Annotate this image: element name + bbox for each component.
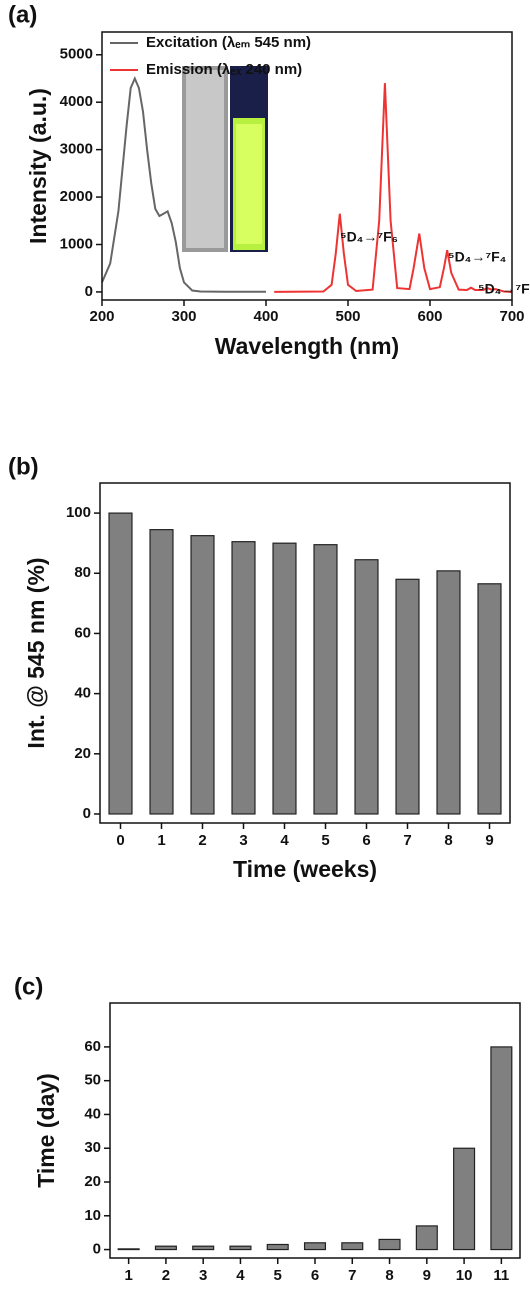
y-tick-label: 5000 xyxy=(60,46,93,63)
x-tick-label: 4 xyxy=(280,832,289,849)
bar xyxy=(436,570,461,815)
y-tick-label: 40 xyxy=(74,685,91,702)
x-tick-label: 8 xyxy=(444,832,452,849)
x-tick-label: 3 xyxy=(199,1267,207,1284)
x-tick-label: 6 xyxy=(362,832,370,849)
bar xyxy=(117,1248,140,1251)
bar xyxy=(313,544,338,815)
y-axis-title: Int. @ 545 nm (%) xyxy=(23,557,49,748)
y-axis-title: Time (day) xyxy=(33,1073,59,1188)
plot-frame xyxy=(109,1002,521,1259)
bar xyxy=(154,1245,177,1251)
bar xyxy=(192,1245,215,1251)
inset-photo xyxy=(182,66,268,252)
line-series xyxy=(101,75,266,293)
bar xyxy=(415,1225,438,1251)
y-tick-label: 40 xyxy=(84,1105,101,1122)
x-tick-label: 9 xyxy=(485,832,493,849)
bar xyxy=(266,1243,289,1251)
x-axis-title: Time (weeks) xyxy=(233,856,377,882)
bar xyxy=(272,542,297,815)
y-tick-label: 3000 xyxy=(60,141,93,158)
plot-frame xyxy=(99,482,511,824)
legend-label: Excitation (λₑₘ 545 nm) xyxy=(146,34,311,51)
y-tick-label: 60 xyxy=(84,1038,101,1055)
bar xyxy=(395,578,420,815)
y-tick-label: 10 xyxy=(84,1207,101,1224)
x-tick-label: 7 xyxy=(403,832,411,849)
annotation: ⁵D₄→⁷F₆ xyxy=(340,229,398,245)
annotation: ⁵D₄→⁷F₃ xyxy=(478,281,530,297)
x-tick-label: 600 xyxy=(417,308,442,325)
y-tick-label: 20 xyxy=(74,745,91,762)
legend-label: Emission (λₑₓ 240 nm) xyxy=(146,61,302,78)
x-tick-label: 6 xyxy=(311,1267,319,1284)
plot-frame xyxy=(101,31,513,301)
x-tick-label: 200 xyxy=(89,308,114,325)
bar xyxy=(378,1238,401,1251)
panel-label: (a) xyxy=(8,1,37,28)
x-axis-title: Wavelength (nm) xyxy=(215,333,399,359)
bar xyxy=(149,529,174,815)
y-tick-label: 20 xyxy=(84,1173,101,1190)
y-tick-label: 0 xyxy=(83,805,91,822)
x-tick-label: 7 xyxy=(348,1267,356,1284)
x-tick-label: 700 xyxy=(499,308,524,325)
x-tick-label: 10 xyxy=(456,1267,473,1284)
x-tick-label: 1 xyxy=(157,832,165,849)
bar xyxy=(190,535,215,815)
x-tick-label: 0 xyxy=(116,832,124,849)
bar xyxy=(229,1245,252,1251)
line-series xyxy=(274,83,513,293)
bar xyxy=(341,1242,364,1251)
x-tick-label: 500 xyxy=(335,308,360,325)
x-tick-label: 5 xyxy=(321,832,329,849)
bar xyxy=(490,1046,513,1251)
y-tick-label: 0 xyxy=(85,283,93,300)
bar xyxy=(231,541,256,815)
x-tick-label: 8 xyxy=(385,1267,393,1284)
y-tick-label: 80 xyxy=(74,564,91,581)
y-tick-label: 30 xyxy=(84,1139,101,1156)
x-tick-label: 2 xyxy=(198,832,206,849)
x-tick-label: 11 xyxy=(493,1267,509,1284)
bar xyxy=(354,559,379,815)
bar xyxy=(477,583,502,815)
annotation: ⁵D₄→⁷F₄ xyxy=(448,249,506,265)
x-tick-label: 9 xyxy=(423,1267,431,1284)
y-tick-label: 60 xyxy=(74,624,91,641)
y-tick-label: 100 xyxy=(66,504,91,521)
bar xyxy=(108,512,133,815)
x-tick-label: 2 xyxy=(162,1267,170,1284)
x-tick-label: 300 xyxy=(171,308,196,325)
bar xyxy=(453,1147,476,1251)
y-tick-label: 4000 xyxy=(60,93,93,110)
x-tick-label: 4 xyxy=(236,1267,245,1284)
x-tick-label: 400 xyxy=(253,308,278,325)
y-tick-label: 0 xyxy=(93,1241,101,1258)
y-tick-label: 2000 xyxy=(60,188,93,205)
x-tick-label: 3 xyxy=(239,832,247,849)
y-tick-label: 50 xyxy=(84,1072,101,1089)
y-axis-title: Intensity (a.u.) xyxy=(25,88,51,244)
x-tick-label: 1 xyxy=(124,1267,132,1284)
y-tick-label: 1000 xyxy=(60,235,93,252)
x-tick-label: 5 xyxy=(274,1267,282,1284)
bar xyxy=(303,1242,327,1251)
panel-label: (c) xyxy=(14,973,43,1000)
panel-label: (b) xyxy=(8,453,39,480)
